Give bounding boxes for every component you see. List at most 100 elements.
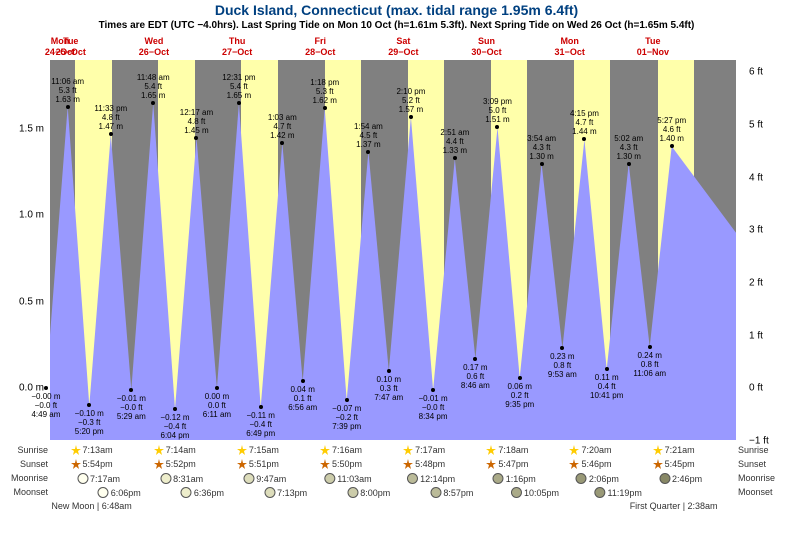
low-tide-label: 0.04 m0.1 ft6:56 am (288, 385, 317, 412)
sunset-cell: 5:45pm (653, 459, 695, 469)
day-label: Tue25−Oct (33, 36, 109, 58)
moonrise-cell: 9:47am (243, 473, 286, 484)
y-tick-right: 4 ft (749, 172, 763, 183)
sun-icon (320, 459, 330, 469)
low-tide-label: 0.24 m0.8 ft11:06 am (633, 351, 666, 378)
moonset-cell: 6:06pm (98, 487, 141, 498)
tide-point (582, 137, 586, 141)
sun-icon (71, 445, 81, 455)
tide-point (173, 407, 177, 411)
sun-icon (154, 459, 164, 469)
tide-point (648, 345, 652, 349)
sun-icon (486, 459, 496, 469)
time-text: 7:14am (166, 445, 196, 455)
tide-point (151, 101, 155, 105)
y-tick-right: 6 ft (749, 67, 763, 78)
sunset-cell: 5:50pm (320, 459, 362, 469)
time-text: 5:46pm (581, 459, 611, 469)
tide-chart: Duck Island, Connecticut (max. tidal ran… (0, 0, 793, 539)
sunset-cell: 5:48pm (403, 459, 445, 469)
moon-icon (324, 473, 335, 484)
tide-point (87, 403, 91, 407)
sun-icon (237, 445, 247, 455)
y-axis-left: 0.0 m0.5 m1.0 m1.5 m (0, 60, 48, 440)
low-tide-label: −0.12 m−0.4 ft6:04 pm (160, 413, 189, 440)
tide-point (518, 376, 522, 380)
time-text: 7:13pm (277, 488, 307, 498)
time-text: 7:21am (665, 445, 695, 455)
moonset-cell: 10:05pm (511, 487, 559, 498)
time-text: 9:47am (256, 474, 286, 484)
sun-icon (320, 445, 330, 455)
footer-row-moonrise: MoonriseMoonrise7:17am8:31am9:47am11:03a… (50, 473, 736, 487)
tide-point (431, 388, 435, 392)
moon-icon (576, 473, 587, 484)
day-label: Fri28−Oct (282, 36, 358, 58)
time-text: 7:18am (498, 445, 528, 455)
sun-icon (237, 459, 247, 469)
sunrise-cell: 7:17am (403, 445, 445, 455)
moon-icon (264, 487, 275, 498)
tide-point (560, 346, 564, 350)
low-tide-label: 0.23 m0.8 ft9:53 am (548, 352, 577, 379)
low-tide-label: 0.17 m0.6 ft8:46 am (461, 363, 490, 390)
time-text: 6:36pm (194, 488, 224, 498)
moon-phase-label: First Quarter | 2:38am (630, 501, 718, 511)
high-tide-label: 3:09 pm5.0 ft1.51 m (483, 97, 512, 124)
time-text: 5:50pm (332, 459, 362, 469)
time-text: 8:00pm (360, 488, 390, 498)
x-axis-labels: Mon24−OctTue25−OctWed26−OctThu27−OctFri2… (50, 36, 736, 60)
tide-point (301, 379, 305, 383)
moon-icon (659, 473, 670, 484)
high-tide-label: 2:10 pm5.2 ft1.57 m (396, 87, 425, 114)
high-tide-label: 2:51 am4.4 ft1.33 m (440, 128, 469, 155)
sunrise-cell: 7:16am (320, 445, 362, 455)
time-text: 1:16pm (506, 474, 536, 484)
time-text: 2:06pm (589, 474, 619, 484)
sun-icon (154, 445, 164, 455)
time-text: 11:19pm (608, 488, 642, 498)
tide-point (605, 367, 609, 371)
sun-icon (403, 459, 413, 469)
high-tide-label: 1:54 am4.5 ft1.37 m (354, 122, 383, 149)
time-text: 7:20am (581, 445, 611, 455)
tide-point (670, 144, 674, 148)
low-tide-label: −0.10 m−0.3 ft5:20 pm (75, 409, 104, 436)
tide-point (259, 405, 263, 409)
moon-phase-label: New Moon | 6:48am (51, 501, 131, 511)
time-text: 7:15am (249, 445, 279, 455)
moon-icon (77, 473, 88, 484)
sun-icon (71, 459, 81, 469)
sunset-cell: 5:52pm (154, 459, 196, 469)
high-tide-label: 4:15 pm4.7 ft1.44 m (570, 109, 599, 136)
day-label: Mon31−Oct (532, 36, 608, 58)
tide-point (194, 136, 198, 140)
moon-icon (493, 473, 504, 484)
time-text: 2:46pm (672, 474, 702, 484)
tide-point (495, 125, 499, 129)
row-label: Moonset (738, 487, 784, 497)
y-tick-right: 5 ft (749, 119, 763, 130)
low-tide-label: −0.07 m−0.2 ft7:39 pm (332, 404, 361, 431)
row-label: Sunset (2, 459, 48, 469)
tide-point (215, 386, 219, 390)
moon-phase-row: New Moon | 6:48am First Quarter | 2:38am (50, 501, 736, 515)
low-tide-label: −0.11 m−0.4 ft6:49 pm (246, 411, 275, 438)
sun-icon (486, 445, 496, 455)
tide-point (66, 105, 70, 109)
tide-point (473, 357, 477, 361)
y-tick-right: 2 ft (749, 277, 763, 288)
time-text: 7:17am (415, 445, 445, 455)
plot-area: −0.00 m−0.0 ft4:49 am11:06 am5.3 ft1.63 … (50, 60, 736, 440)
time-text: 12:14pm (420, 474, 455, 484)
low-tide-label: 0.11 m0.4 ft10:41 pm (590, 373, 623, 400)
day-label: Tue01−Nov (615, 36, 691, 58)
row-label: Sunrise (2, 445, 48, 455)
day-label: Sun30−Oct (449, 36, 525, 58)
y-axis-right: −1 ft0 ft1 ft2 ft3 ft4 ft5 ft6 ft (745, 60, 793, 440)
high-tide-label: 11:06 am5.3 ft1.63 m (51, 77, 84, 104)
sunset-cell: 5:51pm (237, 459, 279, 469)
moon-icon (430, 487, 441, 498)
sunrise-cell: 7:21am (653, 445, 695, 455)
tide-point (409, 115, 413, 119)
